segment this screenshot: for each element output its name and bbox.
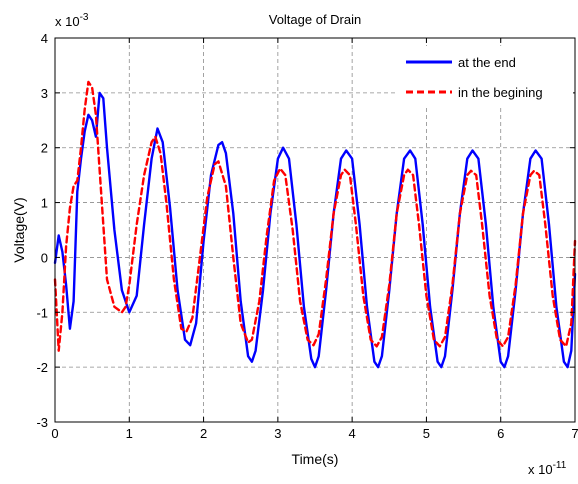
y-tick-label: 3	[41, 86, 48, 101]
y-tick-label: -3	[36, 415, 48, 430]
x-tick-label: 1	[126, 426, 133, 441]
legend-label-in-the-begining: in the begining	[458, 85, 543, 100]
y-tick-label: 0	[41, 250, 48, 265]
x-tick-label: 6	[497, 426, 504, 441]
y-tick-label: 1	[41, 196, 48, 211]
legend: at the end in the begining	[398, 46, 573, 108]
y-exponent-label: x 10-3	[55, 12, 89, 29]
series-line-at-the-end	[53, 91, 577, 369]
legend-label-at-the-end: at the end	[458, 55, 516, 70]
series-line-in-the-begining	[53, 80, 577, 352]
x-tick-label: 5	[423, 426, 430, 441]
y-axis-label: Voltage(V)	[11, 197, 27, 262]
x-tick-label: 2	[200, 426, 207, 441]
y-tick-label: 2	[41, 141, 48, 156]
chart-title: Voltage of Drain	[269, 12, 362, 27]
series-layer	[53, 80, 577, 369]
x-tick-label: 0	[51, 426, 58, 441]
legend-box	[398, 46, 573, 108]
x-exponent-label: x 10-11	[528, 460, 567, 477]
x-tick-label: 4	[349, 426, 356, 441]
tick-layer: 0 1 2 3 4 5 6 7 -3 -2 -1 0 1 2 3 4	[36, 31, 578, 441]
y-tick-label: -2	[36, 360, 48, 375]
plot-frame	[54, 37, 576, 423]
y-tick-label: 4	[41, 31, 48, 46]
x-axis-label: Time(s)	[292, 451, 339, 467]
x-tick-label: 3	[274, 426, 281, 441]
x-tick-label: 7	[571, 426, 578, 441]
y-tick-label: -1	[36, 305, 48, 320]
